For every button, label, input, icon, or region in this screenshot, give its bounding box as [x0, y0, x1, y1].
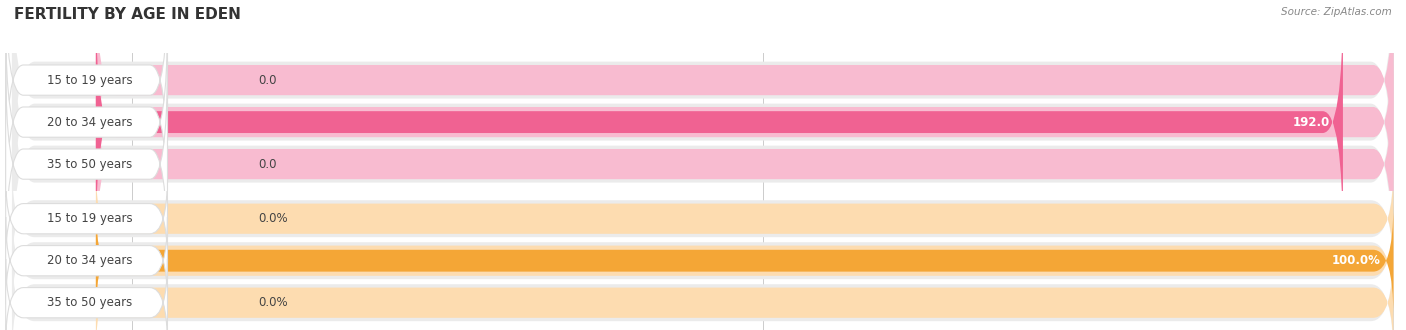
Text: Source: ZipAtlas.com: Source: ZipAtlas.com [1281, 7, 1392, 16]
Text: 192.0: 192.0 [1294, 115, 1330, 129]
FancyBboxPatch shape [96, 167, 1393, 271]
FancyBboxPatch shape [6, 19, 167, 225]
FancyBboxPatch shape [13, 0, 1393, 255]
FancyBboxPatch shape [96, 250, 1393, 330]
FancyBboxPatch shape [6, 217, 167, 304]
Text: 15 to 19 years: 15 to 19 years [46, 74, 132, 86]
FancyBboxPatch shape [6, 175, 167, 262]
FancyBboxPatch shape [6, 259, 167, 330]
Text: 35 to 50 years: 35 to 50 years [48, 158, 132, 171]
Text: 100.0%: 100.0% [1331, 254, 1381, 267]
Text: 0.0%: 0.0% [257, 212, 288, 225]
FancyBboxPatch shape [96, 45, 1393, 283]
Text: 20 to 34 years: 20 to 34 years [48, 254, 132, 267]
Text: 0.0%: 0.0% [257, 296, 288, 309]
FancyBboxPatch shape [13, 204, 1393, 318]
Text: 35 to 50 years: 35 to 50 years [48, 296, 132, 309]
Text: 20 to 34 years: 20 to 34 years [48, 115, 132, 129]
FancyBboxPatch shape [96, 0, 1393, 199]
FancyBboxPatch shape [13, 0, 1393, 213]
FancyBboxPatch shape [6, 0, 167, 182]
FancyBboxPatch shape [6, 62, 167, 267]
FancyBboxPatch shape [96, 0, 1343, 246]
FancyBboxPatch shape [96, 3, 1393, 241]
Text: 0.0: 0.0 [257, 74, 277, 86]
FancyBboxPatch shape [13, 31, 1393, 297]
FancyBboxPatch shape [13, 162, 1393, 276]
FancyBboxPatch shape [96, 209, 1393, 313]
Text: 0.0: 0.0 [257, 158, 277, 171]
FancyBboxPatch shape [13, 246, 1393, 330]
FancyBboxPatch shape [96, 204, 1393, 317]
Text: FERTILITY BY AGE IN EDEN: FERTILITY BY AGE IN EDEN [14, 7, 240, 21]
Text: 15 to 19 years: 15 to 19 years [46, 212, 132, 225]
